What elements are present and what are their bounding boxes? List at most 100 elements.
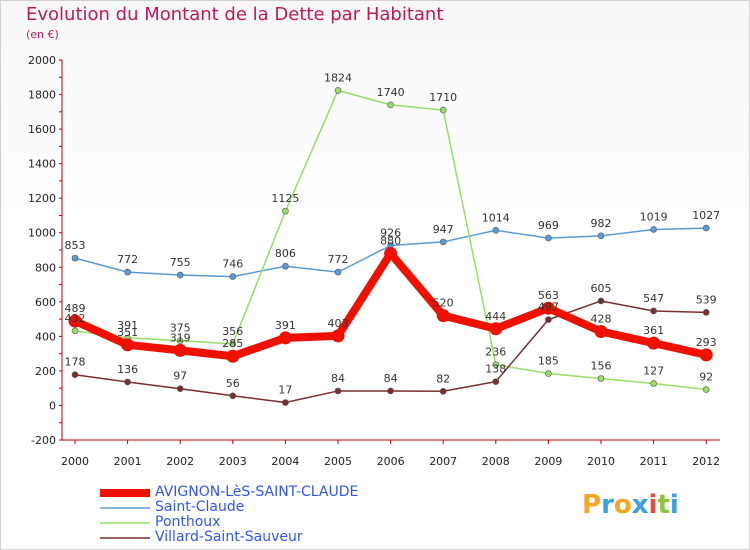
data-point	[71, 327, 79, 335]
data-point	[541, 301, 555, 315]
y-tick-label: 1400	[28, 158, 56, 171]
y-tick-label: 1000	[28, 227, 56, 240]
data-point	[492, 378, 500, 385]
data-label: 92	[699, 371, 713, 384]
y-tick-label: 1800	[28, 89, 56, 102]
data-point	[597, 232, 605, 240]
data-point	[282, 399, 289, 406]
data-point	[278, 331, 292, 345]
data-point	[702, 224, 710, 232]
x-tick-label: 2002	[166, 455, 194, 468]
data-label: 351	[117, 326, 138, 339]
data-point	[387, 387, 394, 395]
data-label: 178	[65, 356, 86, 369]
data-point	[176, 271, 184, 279]
data-label: 356	[222, 325, 243, 338]
data-point	[68, 314, 82, 328]
data-label: 56	[226, 377, 240, 390]
x-tick-label: 2009	[534, 455, 562, 468]
data-point	[545, 370, 552, 377]
data-label: 1019	[640, 210, 668, 223]
data-label: 138	[485, 363, 506, 376]
x-tick-label: 2006	[377, 455, 405, 468]
data-label: 185	[538, 355, 559, 368]
x-tick-label: 2001	[114, 455, 142, 468]
x-tick-label: 2004	[271, 455, 299, 468]
data-point	[439, 238, 447, 246]
data-point	[331, 329, 345, 343]
data-label: 539	[696, 293, 717, 306]
data-label: 520	[433, 297, 454, 310]
data-label: 403	[328, 317, 349, 330]
data-label: 84	[331, 372, 345, 385]
data-label: 136	[117, 363, 138, 376]
legend-label: Saint-Claude	[155, 499, 245, 515]
data-label: 982	[591, 217, 612, 230]
data-point	[121, 338, 135, 352]
x-tick-label: 2010	[587, 455, 615, 468]
data-label: 361	[643, 324, 664, 337]
data-label: 947	[433, 223, 454, 236]
x-tick-label: 2008	[482, 455, 510, 468]
proxiti-logo: Proxiti	[582, 490, 679, 520]
data-label: 391	[275, 319, 296, 332]
data-point	[229, 392, 237, 400]
data-point	[439, 387, 447, 395]
data-point	[176, 337, 184, 344]
data-label: 127	[643, 365, 664, 378]
data-point	[124, 268, 131, 276]
y-tick-label: 200	[35, 365, 56, 378]
data-label: 547	[643, 292, 664, 305]
y-tick-label: 600	[35, 296, 56, 309]
data-point	[699, 348, 713, 362]
data-point	[650, 307, 657, 315]
data-point	[489, 322, 503, 336]
data-point	[597, 375, 605, 382]
data-label: 1740	[377, 86, 405, 99]
data-point	[282, 207, 289, 215]
legend-label: Ponthoux	[155, 514, 221, 530]
data-point	[173, 343, 187, 357]
data-label: 391	[117, 319, 138, 332]
data-point	[124, 378, 131, 386]
data-label: 755	[170, 256, 191, 269]
data-point	[384, 246, 398, 260]
data-point	[492, 227, 500, 234]
data-label: 497	[538, 301, 559, 314]
data-point	[387, 101, 394, 109]
data-label: 236	[485, 346, 506, 359]
data-label: 1014	[482, 211, 510, 224]
data-label: 880	[380, 234, 401, 247]
data-label: 84	[384, 372, 398, 385]
y-tick-label: 400	[35, 330, 56, 343]
data-point	[439, 106, 447, 114]
data-point	[650, 226, 657, 233]
data-label: 926	[380, 227, 401, 240]
data-point	[282, 262, 289, 270]
data-label: 772	[328, 253, 349, 266]
data-label: 1027	[692, 209, 720, 222]
y-tick-label: 0	[49, 399, 56, 412]
data-point	[226, 349, 240, 363]
data-point	[702, 309, 710, 316]
data-point	[71, 371, 79, 379]
data-label: 1710	[429, 91, 457, 104]
data-point	[229, 273, 237, 280]
data-point	[71, 254, 79, 262]
data-point	[597, 297, 605, 305]
data-label: 156	[591, 360, 612, 373]
chart-title: Evolution du Montant de la Dette par Hab…	[26, 4, 444, 25]
y-tick-label: 2000	[28, 54, 56, 67]
data-label: 444	[485, 310, 506, 323]
y-tick-label: 1200	[28, 192, 56, 205]
data-point	[334, 87, 342, 94]
y-tick-label: -200	[31, 434, 56, 447]
data-label: 772	[117, 253, 138, 266]
data-label: 969	[538, 219, 559, 232]
data-point	[176, 385, 184, 393]
y-tick-label: 800	[35, 261, 56, 274]
data-point	[647, 336, 661, 350]
data-label: 746	[222, 258, 243, 271]
data-point	[334, 387, 342, 395]
x-tick-label: 2003	[219, 455, 247, 468]
